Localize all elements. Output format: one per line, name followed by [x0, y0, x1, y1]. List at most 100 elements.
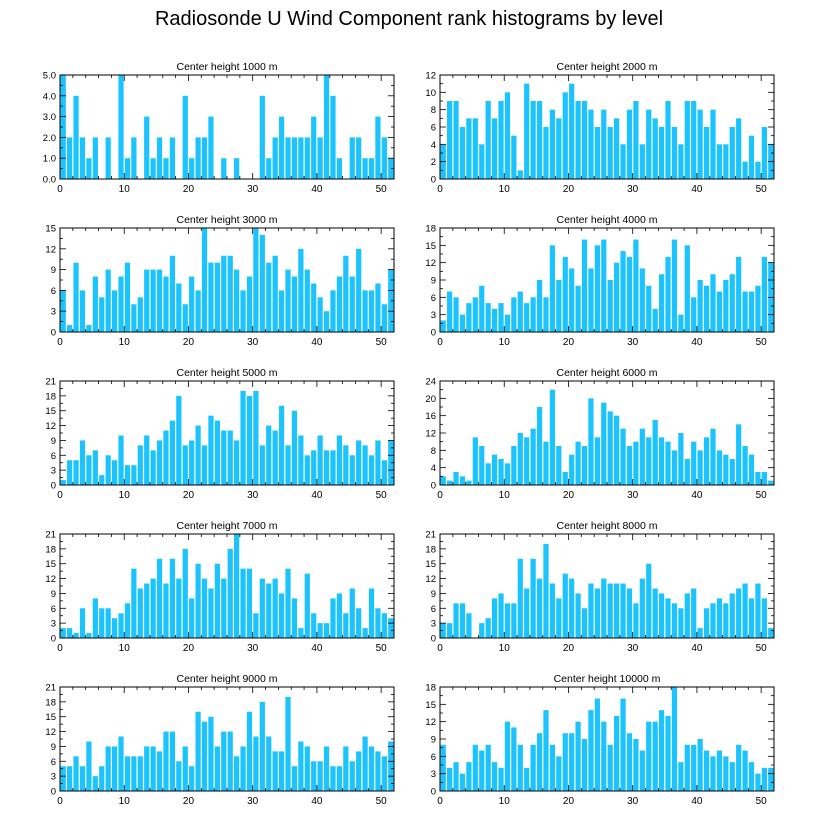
histogram-bar: [381, 613, 387, 638]
histogram-bar: [588, 583, 594, 638]
histogram-bar: [447, 101, 453, 179]
y-tick-label: 12: [45, 421, 56, 432]
histogram-bar: [79, 766, 86, 791]
histogram-bar: [105, 455, 111, 485]
y-tick-label: 0.0: [43, 175, 56, 186]
histogram-bar: [285, 137, 291, 179]
histogram-panel-7: Center height 7000 m 0 10 20 30 40 50 0 3 6 9 12 15 1…: [45, 520, 395, 654]
x-tick-label: 40: [311, 796, 323, 807]
y-tick-label: 18: [45, 544, 56, 555]
histogram-bar: [761, 127, 767, 179]
histogram-bar: [330, 598, 336, 638]
histogram-bar: [150, 450, 156, 485]
histogram-bar: [691, 588, 697, 638]
histogram-bar: [336, 158, 343, 179]
histogram-bar: [562, 256, 568, 332]
histogram-bar: [658, 710, 665, 791]
histogram-bar: [189, 440, 195, 485]
histogram-bar: [671, 239, 678, 332]
y-tick-label: 9: [51, 436, 56, 447]
histogram-bar: [626, 109, 633, 179]
histogram-bar: [214, 563, 220, 638]
histogram-bar: [536, 733, 543, 791]
histogram-bar: [453, 472, 459, 485]
histogram-bar: [176, 395, 182, 485]
histogram-bar: [182, 746, 188, 791]
x-tick-label: 30: [627, 184, 639, 195]
histogram-bar: [716, 750, 723, 791]
histogram-bar: [201, 721, 208, 791]
histogram-bar: [144, 583, 150, 638]
y-tick-label: 12: [425, 574, 436, 585]
x-tick-label: 20: [183, 643, 195, 654]
x-tick-label: 10: [499, 490, 511, 501]
histogram-bar: [67, 137, 73, 179]
histogram-bar: [131, 304, 137, 332]
histogram-bar: [453, 762, 459, 791]
histogram-bar: [710, 428, 716, 485]
histogram-bar: [317, 137, 323, 179]
histogram-bar: [266, 736, 272, 791]
x-tick-label: 10: [499, 337, 511, 348]
histogram-bar: [118, 435, 124, 485]
histogram-bar: [639, 428, 645, 485]
histogram-bar: [349, 276, 355, 332]
histogram-bar: [684, 744, 690, 791]
histogram-bar: [86, 325, 92, 332]
histogram-panel-2: Center height 2000 m 0 10 20 30 40 50 0 2 4 6 8 10 12: [425, 61, 775, 195]
histogram-bar: [447, 291, 453, 332]
histogram-bar: [491, 118, 498, 179]
histogram-bar: [736, 744, 742, 791]
histogram-bar: [111, 460, 118, 485]
histogram-bar: [447, 480, 453, 485]
histogram-bar: [272, 430, 278, 485]
histogram-bar: [524, 303, 530, 332]
x-tick-label: 20: [183, 184, 195, 195]
y-tick-label: 21: [45, 683, 56, 694]
histogram-bar: [620, 698, 626, 791]
histogram-bar: [349, 761, 355, 791]
histogram-bar: [491, 308, 498, 332]
histogram-panel-6: Center height 6000 m 0 10 20 30 40 50 0 4 8 12 16 20…: [425, 367, 775, 501]
x-tick-label: 0: [57, 184, 63, 195]
histogram-bar: [304, 137, 310, 179]
y-tick-label: 6: [431, 604, 436, 615]
histogram-bar: [511, 135, 517, 179]
y-tick-label: 3: [431, 310, 436, 321]
y-tick-label: 24: [425, 377, 436, 388]
histogram-bar: [536, 280, 543, 332]
histogram-bar: [272, 751, 278, 791]
histogram-bar: [575, 101, 581, 179]
histogram-bar: [343, 445, 349, 485]
histogram-bar: [607, 583, 613, 638]
histogram-bar: [92, 450, 98, 485]
histogram-bar: [201, 445, 208, 485]
histogram-bar: [498, 459, 504, 485]
histogram-bar: [549, 583, 556, 638]
histogram-bar: [549, 109, 556, 179]
histogram-bar: [298, 435, 304, 485]
histogram-bar: [652, 308, 658, 332]
histogram-bar: [253, 390, 259, 485]
histogram-bar: [285, 696, 291, 791]
histogram-bar: [504, 463, 511, 485]
histogram-bar: [678, 608, 684, 638]
histogram-bar: [67, 460, 73, 485]
histogram-bar: [92, 776, 98, 791]
histogram-bar: [614, 415, 620, 485]
histogram-bar: [317, 623, 323, 638]
histogram-bar: [543, 441, 549, 485]
histogram-bar: [137, 445, 143, 485]
histogram-bar: [440, 320, 446, 332]
x-tick-label: 50: [756, 337, 768, 348]
histogram-bar: [246, 711, 253, 791]
histogram-bar: [742, 446, 748, 485]
histogram-bar: [291, 276, 298, 332]
histogram-bar: [761, 767, 767, 791]
histogram-bar: [124, 603, 131, 638]
histogram-bar: [736, 256, 742, 332]
y-tick-label: 12: [45, 727, 56, 738]
x-tick-label: 30: [627, 796, 639, 807]
histogram-bar: [626, 733, 633, 791]
histogram-bar: [652, 420, 658, 485]
